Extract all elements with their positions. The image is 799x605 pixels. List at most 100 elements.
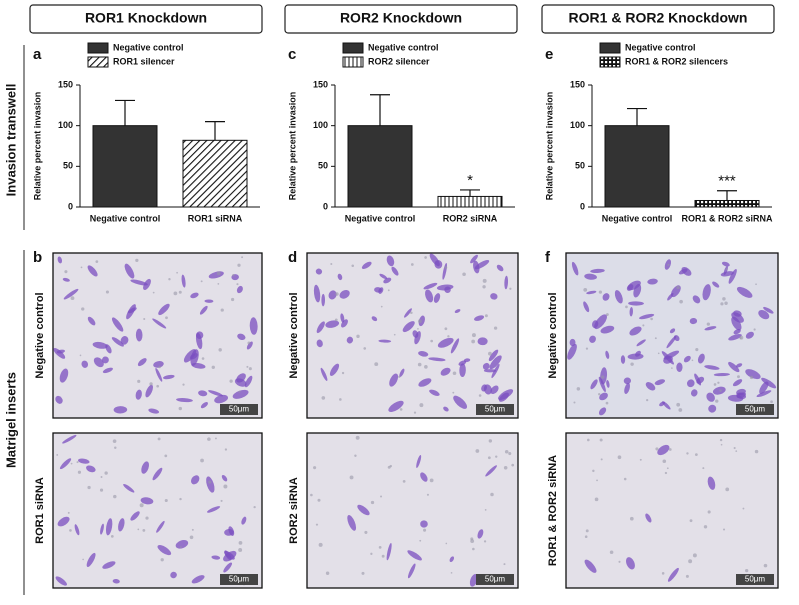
cell bbox=[379, 273, 388, 280]
cell bbox=[704, 365, 720, 370]
cell bbox=[143, 278, 151, 290]
cell bbox=[473, 315, 485, 321]
cell bbox=[645, 382, 656, 391]
pore bbox=[137, 379, 141, 383]
cell bbox=[735, 363, 743, 368]
cell bbox=[414, 331, 421, 345]
cell bbox=[157, 544, 172, 556]
pore bbox=[625, 305, 628, 309]
pore bbox=[599, 438, 603, 442]
pore bbox=[180, 546, 182, 549]
pore bbox=[739, 337, 742, 339]
pore bbox=[605, 313, 609, 316]
scale-bar: 50μm bbox=[745, 575, 766, 584]
pore bbox=[110, 534, 114, 538]
cell bbox=[59, 368, 69, 383]
cell bbox=[731, 316, 742, 331]
pore bbox=[318, 542, 323, 547]
pore bbox=[165, 316, 168, 320]
cell bbox=[584, 559, 597, 573]
pore bbox=[715, 399, 719, 403]
cell bbox=[594, 314, 607, 330]
pore bbox=[646, 398, 649, 402]
pore bbox=[424, 365, 428, 369]
cell bbox=[176, 398, 193, 403]
pore bbox=[573, 401, 576, 404]
pore bbox=[87, 485, 91, 490]
pore bbox=[671, 367, 673, 369]
pore bbox=[472, 547, 475, 551]
cell bbox=[378, 287, 384, 294]
cell bbox=[391, 266, 399, 276]
cell bbox=[586, 290, 597, 295]
cell bbox=[386, 255, 395, 267]
cell bbox=[629, 326, 642, 336]
cell bbox=[647, 278, 658, 285]
cell bbox=[449, 556, 455, 563]
scale-bar: 50μm bbox=[485, 575, 506, 584]
pore bbox=[112, 439, 117, 443]
pore bbox=[149, 382, 153, 386]
x-tick-label: ROR2 siRNA bbox=[443, 213, 498, 223]
pore bbox=[389, 464, 392, 468]
image-caption: Negative control bbox=[547, 292, 559, 378]
header-text: ROR1 Knockdown bbox=[85, 10, 207, 26]
cell bbox=[236, 285, 243, 294]
pore bbox=[666, 467, 669, 470]
pore bbox=[364, 530, 368, 534]
pore bbox=[725, 268, 728, 270]
cell bbox=[483, 369, 497, 373]
pore bbox=[689, 519, 693, 523]
cell bbox=[207, 506, 221, 513]
cell bbox=[57, 516, 70, 527]
scale-bar-box bbox=[476, 574, 514, 585]
pore bbox=[508, 452, 512, 456]
cell bbox=[713, 372, 730, 377]
pore bbox=[179, 497, 182, 501]
pore bbox=[691, 359, 694, 362]
pore bbox=[334, 318, 338, 322]
pore bbox=[735, 450, 738, 452]
pore bbox=[484, 314, 488, 318]
legend-swatch bbox=[342, 42, 364, 54]
pore bbox=[374, 362, 379, 367]
pore bbox=[164, 498, 168, 503]
cell bbox=[702, 284, 711, 301]
pore bbox=[444, 327, 448, 331]
pore bbox=[56, 454, 59, 456]
cell bbox=[190, 475, 200, 485]
cell bbox=[102, 367, 113, 374]
cell bbox=[477, 529, 484, 539]
pore bbox=[104, 471, 108, 475]
cell bbox=[687, 379, 695, 388]
legend-swatch bbox=[87, 42, 109, 54]
pore bbox=[429, 478, 434, 483]
cell bbox=[590, 379, 598, 390]
pore bbox=[609, 550, 614, 555]
pore bbox=[654, 337, 657, 340]
pore bbox=[722, 528, 726, 531]
y-axis-label: Relative percent invasion bbox=[32, 92, 42, 201]
pore bbox=[585, 529, 589, 533]
pore bbox=[417, 319, 422, 324]
cell bbox=[152, 318, 167, 329]
cell bbox=[199, 305, 208, 315]
panel-letter: a bbox=[33, 46, 42, 63]
pore bbox=[511, 463, 515, 467]
pore bbox=[676, 285, 680, 290]
cell bbox=[590, 268, 605, 274]
pore bbox=[241, 256, 244, 259]
image-caption: ROR2 siRNA bbox=[288, 477, 300, 544]
pore bbox=[216, 271, 221, 276]
scale-bar-box bbox=[476, 404, 514, 415]
cell bbox=[423, 282, 438, 290]
cell bbox=[629, 306, 633, 317]
pore bbox=[211, 365, 215, 369]
legend-swatch bbox=[599, 42, 621, 54]
cell bbox=[102, 356, 109, 364]
cell bbox=[388, 400, 404, 413]
cell bbox=[62, 277, 70, 282]
cell bbox=[470, 254, 478, 264]
cell bbox=[155, 367, 163, 382]
cell bbox=[733, 329, 741, 335]
